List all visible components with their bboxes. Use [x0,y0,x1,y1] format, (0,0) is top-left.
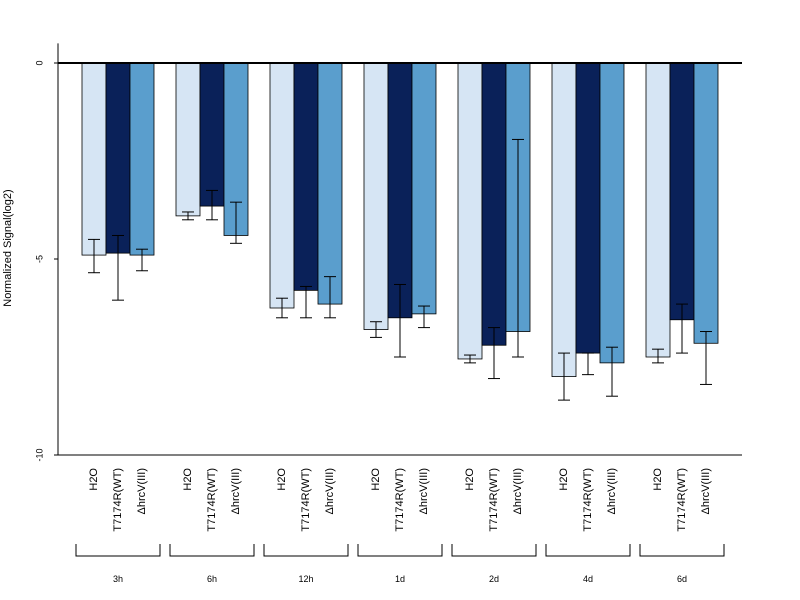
group-brackets: 3h 6h 12h 1d 2d 4d 6d [75,544,725,584]
bar [269,62,295,309]
bar-label: ΔhrcV(III) [606,468,618,514]
y-axis: 0 -5 -10 [34,43,59,462]
group-label: 3h [113,574,123,584]
group-label: 4d [583,574,593,584]
bar-label: ΔhrcV(III) [418,468,430,514]
bar [81,62,107,256]
bar [105,62,131,254]
bar [411,62,437,315]
group-label: 1d [395,574,405,584]
y-tick-label: -10 [34,448,44,461]
bar-label: H2O [88,468,100,491]
bar-label: ΔhrcV(III) [324,468,336,514]
bar [645,62,671,358]
bar-label: H2O [558,468,570,491]
bar-label: H2O [370,468,382,491]
bar [551,62,577,378]
group-label: 6d [677,574,687,584]
bar-label: H2O [276,468,288,491]
bar [599,62,625,364]
bar [387,62,413,319]
y-axis-label: Normalized Signal(log2) [2,189,14,306]
bar [481,62,507,346]
bar-label: T7174R(WT) [206,468,218,532]
bar [199,62,225,207]
bar-label: T7174R(WT) [394,468,406,532]
y-tick-label: 0 [34,60,44,65]
group-label: 12h [298,574,313,584]
group-bracket [639,544,725,557]
bar-label: H2O [464,468,476,491]
bar-label: ΔhrcV(III) [230,468,242,514]
group-bracket [357,544,443,557]
bar-label: H2O [652,468,664,491]
group-bracket [75,544,161,557]
bar-label: T7174R(WT) [582,468,594,532]
bar-label: T7174R(WT) [488,468,500,532]
bar [317,62,343,305]
group-bracket [169,544,255,557]
group-bracket [451,544,537,557]
group-bracket [545,544,631,557]
group-label: 2d [489,574,499,584]
group-label: 6h [207,574,217,584]
bar-label: ΔhrcV(III) [136,468,148,514]
error-bars [88,138,712,401]
group-bracket [263,544,349,557]
bar-label: ΔhrcV(III) [700,468,712,514]
bar-label: T7174R(WT) [300,468,312,532]
bar [293,62,319,291]
bar [129,62,155,256]
bar-label: T7174R(WT) [676,468,688,532]
bar-label: T7174R(WT) [112,468,124,532]
x-labels: H2O T7174R(WT) ΔhrcV(III) H2O T7174R(WT) Δhrc… [88,468,712,532]
bar [575,62,601,354]
bar [175,62,201,217]
bar [693,62,719,344]
bar [363,62,389,330]
bar-label: ΔhrcV(III) [512,468,524,514]
bar-label: H2O [182,468,194,491]
bars [81,62,719,378]
y-tick-label: -5 [34,255,44,263]
bar [457,62,483,360]
bar [669,62,695,321]
